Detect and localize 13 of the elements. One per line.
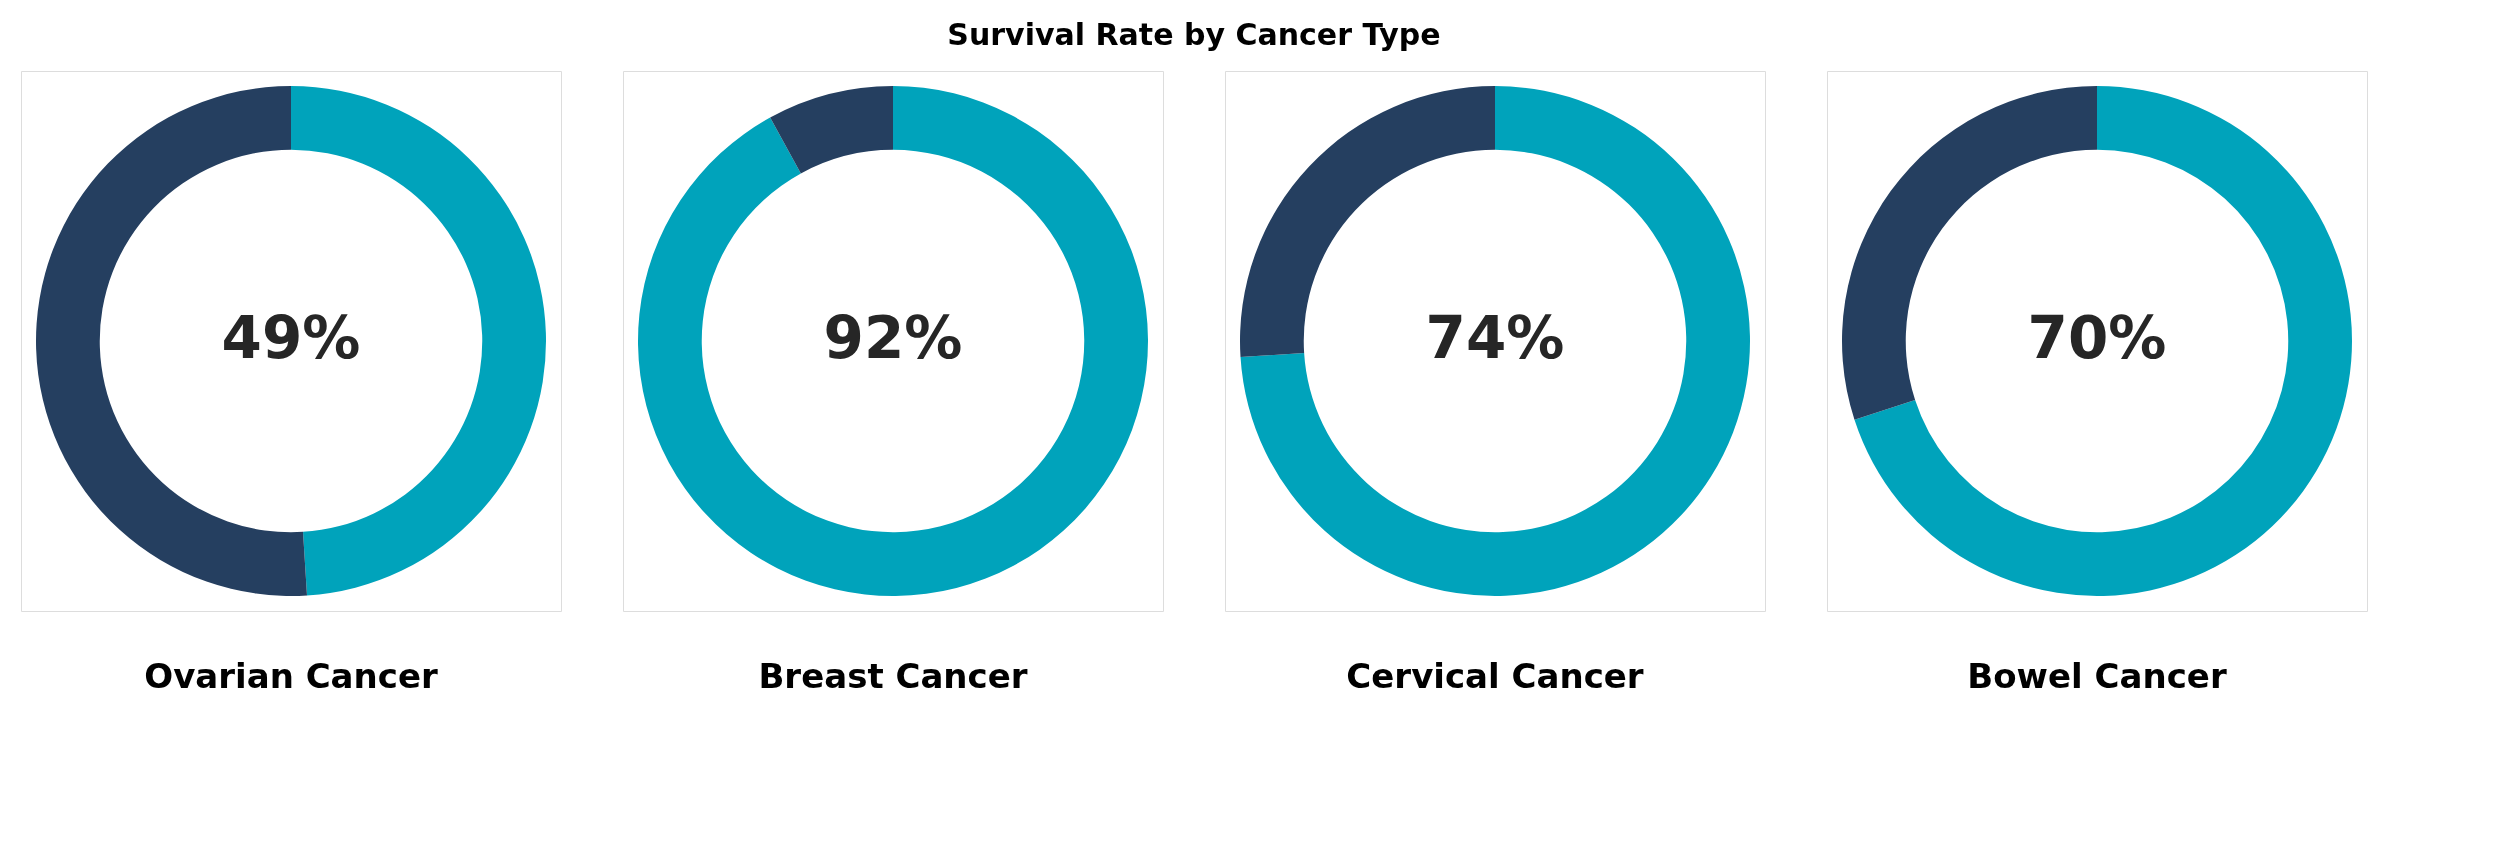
donut-slice	[1240, 86, 1750, 596]
data-label: 74%	[1425, 304, 1565, 372]
donut-slice	[638, 86, 1148, 596]
data-label: 92%	[823, 304, 963, 372]
donut-slice	[770, 86, 893, 174]
data-label: 70%	[2027, 304, 2167, 372]
text: Survival Rate by Cancer Type	[947, 16, 1441, 52]
text: Cervical Cancer	[1346, 656, 1644, 696]
text: Breast Cancer	[758, 656, 1028, 696]
donut-slice	[1854, 86, 2352, 596]
text: Ovarian Cancer	[144, 656, 438, 696]
text: Bowel Cancer	[1967, 656, 2227, 696]
data-label: 49%	[221, 304, 361, 372]
